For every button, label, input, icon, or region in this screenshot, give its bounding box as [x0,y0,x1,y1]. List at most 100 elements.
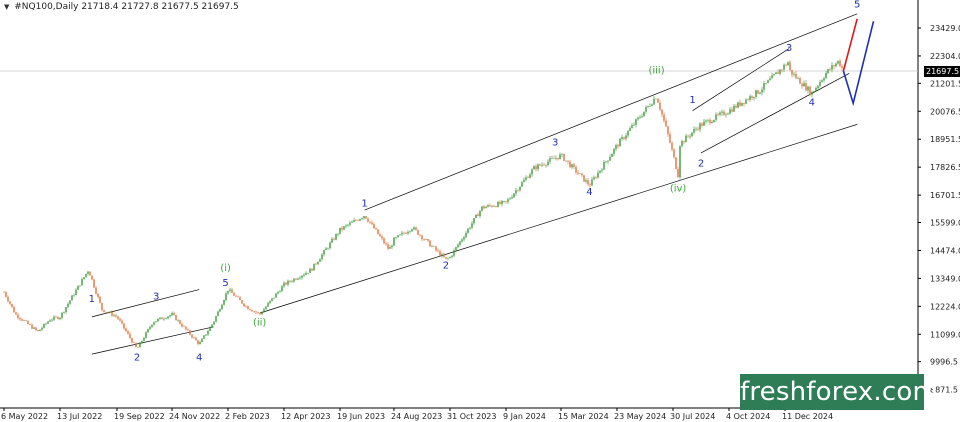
candle-body [27,320,29,324]
candle-body [547,161,549,165]
candle-body [283,282,285,287]
candle-body [115,315,117,317]
candle-body [353,220,355,222]
candle-body [169,315,171,317]
candle-body [575,166,577,173]
candle-body [749,96,751,100]
candle-body [89,271,91,276]
candle-body [161,317,163,320]
x-tick-label: 15 Mar 2024 [558,412,609,421]
candle-body [719,112,721,115]
candle-body [249,309,251,311]
candle-body [823,78,825,81]
candle-body [47,321,49,324]
y-tick-label: 8871.5 [930,386,958,395]
candle-body [393,237,395,246]
candle-body [403,232,405,234]
candle-body [619,138,621,147]
candle-body [183,326,185,328]
candle-body [657,98,659,103]
candle-body [55,316,57,318]
candle-body [49,320,51,322]
candle-body [627,130,629,136]
candle-body [479,210,481,217]
candle-body [539,164,541,166]
candle-body [607,160,609,162]
candle-body [507,199,509,202]
candle-body [91,275,93,280]
candle-body [365,216,367,219]
candle-body [257,312,259,314]
candle-body [683,141,685,143]
candle-body [595,177,597,178]
candle-body [601,169,603,171]
trendline [259,124,858,314]
candle-body [561,153,563,155]
candle-body [777,72,779,74]
candle-body [769,78,771,81]
candle-body [759,92,761,94]
dropdown-triangle-icon[interactable]: ▼ [4,3,10,11]
candle-body [95,287,97,294]
candle-body [213,321,215,325]
candle-body [23,320,25,322]
candle-body [791,69,793,75]
candle-body [367,218,369,222]
candle-body [309,268,311,273]
candle-body [491,205,493,207]
wave-label: 1 [361,198,367,209]
candle-body [763,83,765,90]
candle-body [337,233,339,235]
candle-body [381,236,383,239]
candle-body [703,121,705,126]
candle-body [797,77,799,79]
symbol-label: #NQ100,Daily [14,2,79,12]
candle-body [563,153,565,161]
candle-body [201,338,203,343]
candle-body [519,186,521,191]
candle-body [73,294,75,296]
candle-body [679,146,681,178]
candle-body [17,314,19,318]
candle-body [31,324,33,329]
candle-body [111,311,113,316]
y-tick-label: 14474.0 [930,246,960,255]
candle-body [327,248,329,249]
candle-body [437,250,439,252]
candle-body [33,327,35,329]
candle-body [231,289,233,293]
candle-body [515,190,517,194]
candle-body [321,254,323,260]
x-tick-label: 19 Sep 2022 [114,412,165,421]
wave-label: 1 [89,294,95,305]
candle-body [623,137,625,139]
candle-body [5,292,7,297]
candle-body [705,120,707,122]
y-axis-ticks: 23429.0 22304.0 21201.5 20076.5 18951.5 17826… [918,24,960,395]
trendline [364,13,858,211]
candle-body [835,63,837,67]
candle-body [297,278,299,280]
candle-body [725,114,727,116]
candle-body [565,160,567,162]
candle-body [349,222,351,225]
candle-body [329,242,331,249]
candle-body [457,244,459,248]
candle-body [357,220,359,221]
candle-body [333,238,335,240]
candle-body [451,255,453,257]
candle-body [63,312,65,313]
candle-body [265,306,267,310]
candle-body [591,179,593,186]
candle-body [781,69,783,71]
candle-body [639,117,641,118]
x-tick-label: 23 May 2024 [614,412,666,421]
candle-body [783,64,785,70]
candle-body [533,166,535,170]
candle-body [407,231,409,234]
candle-body [275,293,277,298]
candle-body [685,135,687,143]
candle-body [589,184,591,186]
candle-body [599,170,601,173]
